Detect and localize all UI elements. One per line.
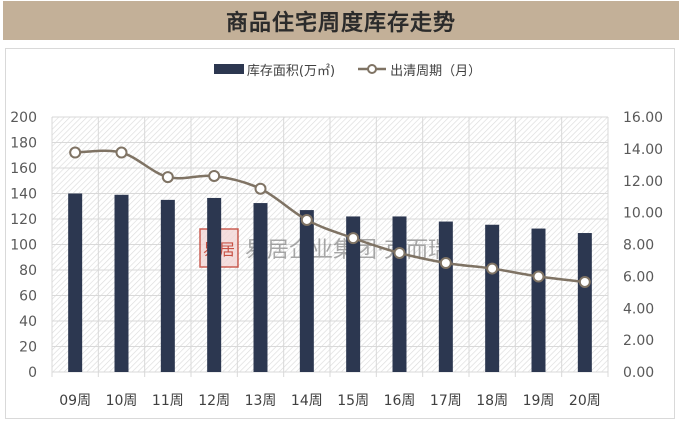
right-axis: 0.00 2.00 4.00 6.00 8.00 10.00 12.00 14.00 16.00 — [623, 110, 663, 381]
bar-19周 — [531, 228, 546, 372]
bar-10周 — [114, 194, 129, 372]
marker-17周 — [439, 256, 452, 269]
marker-12周 — [208, 169, 221, 182]
right-axis-tick: 12.00 — [623, 174, 663, 190]
right-axis-tick: 14.00 — [623, 142, 663, 158]
legend-label-inventory: 库存面积(万㎡) — [246, 63, 336, 79]
line-marker-icon — [358, 64, 387, 74]
x-axis-label: 09周 — [59, 393, 91, 409]
bar-17周 — [438, 221, 453, 372]
marker-18周 — [486, 262, 499, 275]
x-axis-label: 20周 — [569, 393, 601, 409]
left-axis-tick: 180 — [10, 136, 37, 152]
legend-label-clearance: 出清周期（月） — [390, 63, 482, 79]
marker-20周 — [578, 275, 591, 288]
left-axis-tick: 60 — [19, 289, 37, 305]
bar-20周 — [577, 233, 592, 372]
x-axis-label: 16周 — [384, 393, 416, 409]
marker-10周 — [115, 146, 128, 159]
x-axis-label: 19周 — [523, 393, 555, 409]
left-axis-tick: 120 — [10, 212, 37, 228]
right-axis-tick: 2.00 — [623, 333, 654, 349]
left-axis-tick: 0 — [28, 365, 37, 381]
left-axis-tick: 80 — [19, 263, 37, 279]
bar-13周 — [253, 203, 268, 372]
left-axis-tick: 40 — [19, 314, 37, 330]
x-axis-label: 10周 — [106, 393, 138, 409]
x-axis-label: 12周 — [198, 393, 230, 409]
left-axis: 0 20 40 60 80 100 120 140 160 180 200 — [10, 110, 37, 381]
bar-09周 — [68, 193, 83, 372]
x-axis-label: 15周 — [337, 393, 369, 409]
marker-15周 — [347, 232, 360, 245]
legend-item-inventory: 库存面积(万㎡) — [213, 60, 336, 79]
gridlines — [51, 116, 609, 377]
marker-14周 — [300, 213, 313, 226]
marker-11周 — [161, 171, 174, 184]
bar-16周 — [392, 216, 407, 372]
bar-18周 — [485, 224, 500, 372]
right-axis-tick: 16.00 — [623, 110, 663, 126]
right-axis-tick: 10.00 — [623, 206, 663, 222]
x-axis-label: 14周 — [291, 393, 323, 409]
left-axis-tick: 140 — [10, 187, 37, 203]
chart-legend: 库存面积(万㎡) 出清周期（月） — [0, 59, 695, 79]
right-axis-tick: 6.00 — [623, 269, 654, 285]
marker-16周 — [393, 246, 406, 259]
x-axis-label: 17周 — [430, 393, 462, 409]
right-axis-tick: 0.00 — [623, 365, 654, 381]
bar-11周 — [160, 199, 175, 372]
right-axis-tick: 4.00 — [623, 301, 654, 317]
marker-19周 — [532, 270, 545, 283]
right-axis-tick: 8.00 — [623, 238, 654, 254]
x-axis: 09周 10周 11周 12周 13周 14周 15周 16周 17周 18周 19周 20周 — [59, 393, 600, 409]
x-axis-label: 13周 — [245, 393, 277, 409]
bar-15周 — [346, 216, 361, 372]
left-axis-tick: 100 — [10, 238, 37, 254]
left-axis-tick: 20 — [19, 340, 37, 356]
left-axis-tick: 200 — [10, 110, 37, 126]
line-series-clearance — [69, 146, 591, 288]
x-axis-label: 18周 — [476, 393, 508, 409]
marker-09周 — [69, 146, 82, 159]
left-axis-tick: 160 — [10, 161, 37, 177]
x-axis-label: 11周 — [152, 393, 184, 409]
chart-title: 商品住宅周度库存走势 — [225, 10, 456, 36]
bar-12周 — [207, 197, 222, 372]
chart-title-bar: 商品住宅周度库存走势 — [3, 1, 679, 40]
bar-swatch-icon — [213, 64, 244, 74]
marker-13周 — [254, 182, 267, 195]
legend-item-clearance: 出清周期（月） — [357, 60, 481, 79]
bar-14周 — [299, 210, 314, 372]
